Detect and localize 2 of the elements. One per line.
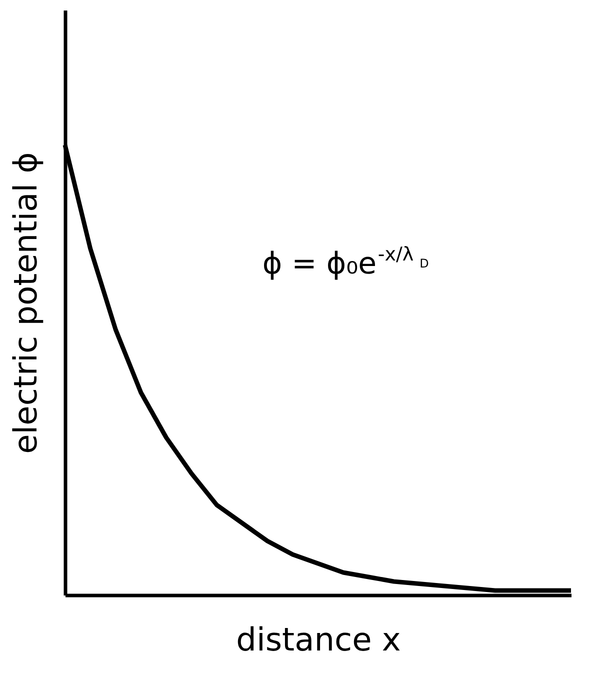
x-axis-title: distance x [236, 620, 401, 658]
y-axis-title: electric potential ϕ [6, 152, 44, 454]
